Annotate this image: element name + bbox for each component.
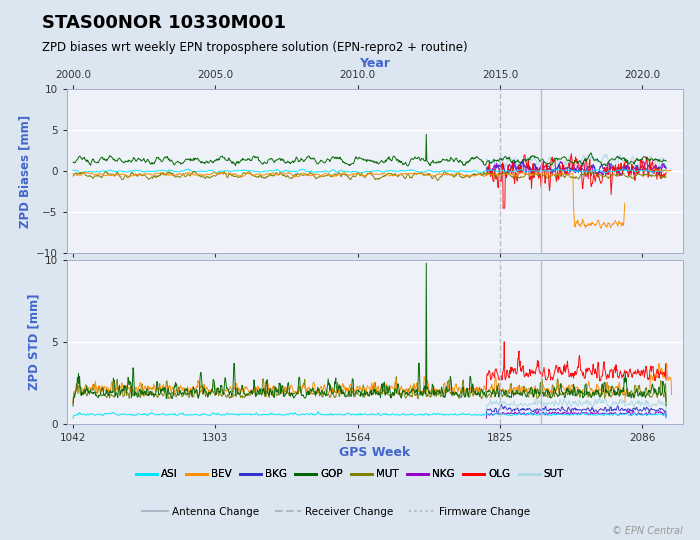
Text: STAS00NOR 10330M001: STAS00NOR 10330M001 [42,14,286,31]
Legend: Antenna Change, Receiver Change, Firmware Change: Antenna Change, Receiver Change, Firmwar… [138,503,534,521]
Legend: ASI, BEV, BKG, GOP, MUT, NKG, OLG, SUT: ASI, BEV, BKG, GOP, MUT, NKG, OLG, SUT [132,465,568,483]
Text: ZPD biases wrt weekly EPN troposphere solution (EPN-repro2 + routine): ZPD biases wrt weekly EPN troposphere so… [42,40,468,53]
Y-axis label: ZPD STD [mm]: ZPD STD [mm] [27,294,40,390]
X-axis label: Year: Year [359,57,390,70]
Text: © EPN Central: © EPN Central [612,525,682,536]
X-axis label: GPS Week: GPS Week [339,446,410,458]
Y-axis label: ZPD Biases [mm]: ZPD Biases [mm] [18,114,32,228]
